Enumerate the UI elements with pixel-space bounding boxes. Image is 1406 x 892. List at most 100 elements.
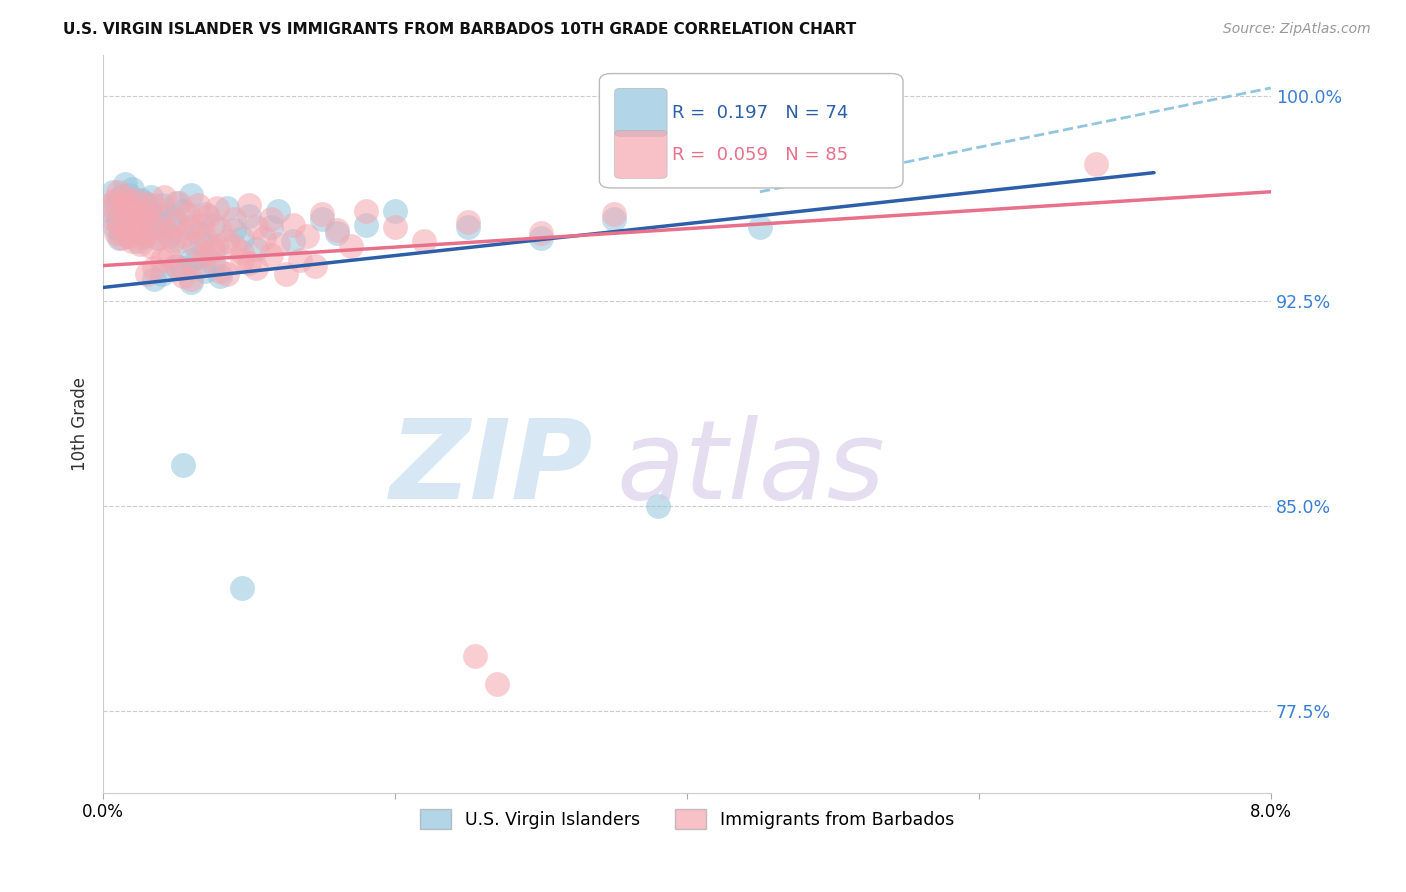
Text: Source: ZipAtlas.com: Source: ZipAtlas.com xyxy=(1223,22,1371,37)
Point xyxy=(180,275,202,289)
Point xyxy=(135,215,157,229)
Point xyxy=(143,261,166,276)
Text: U.S. VIRGIN ISLANDER VS IMMIGRANTS FROM BARBADOS 10TH GRADE CORRELATION CHART: U.S. VIRGIN ISLANDER VS IMMIGRANTS FROM … xyxy=(63,22,856,37)
Text: ZIP: ZIP xyxy=(389,415,593,522)
Point xyxy=(274,267,297,281)
Point xyxy=(145,220,167,235)
Point xyxy=(100,203,122,218)
Point xyxy=(150,267,173,281)
Point xyxy=(162,234,184,248)
Point xyxy=(117,228,139,243)
Point xyxy=(139,207,162,221)
Point xyxy=(118,187,141,202)
Point xyxy=(146,231,169,245)
Point xyxy=(127,203,149,218)
Point xyxy=(245,220,267,235)
Point xyxy=(132,228,155,243)
Point xyxy=(749,220,772,235)
Point xyxy=(253,231,276,245)
Point xyxy=(107,185,129,199)
Point xyxy=(157,228,180,243)
Point xyxy=(340,239,363,253)
Point xyxy=(260,247,283,261)
Point xyxy=(103,212,125,227)
Point xyxy=(165,195,187,210)
Point xyxy=(150,210,173,224)
Point xyxy=(281,234,304,248)
Point xyxy=(129,212,152,227)
Point xyxy=(180,253,202,268)
Point xyxy=(114,215,136,229)
Point xyxy=(201,242,224,256)
Point xyxy=(304,259,326,273)
Point xyxy=(224,223,246,237)
Point xyxy=(238,198,260,212)
Point xyxy=(325,223,347,237)
Point xyxy=(131,226,153,240)
Point xyxy=(127,234,149,248)
Text: atlas: atlas xyxy=(617,415,886,522)
Point xyxy=(187,259,209,273)
Point xyxy=(125,203,148,218)
Point xyxy=(238,256,260,270)
Point xyxy=(194,247,217,261)
Point xyxy=(124,198,146,212)
Point xyxy=(121,234,143,248)
Point xyxy=(208,264,231,278)
FancyBboxPatch shape xyxy=(614,130,666,178)
Point xyxy=(117,228,139,243)
Point xyxy=(464,649,486,664)
Point xyxy=(104,193,127,207)
Point xyxy=(134,195,156,210)
Point xyxy=(1084,157,1107,171)
Point xyxy=(135,267,157,281)
Point xyxy=(603,212,626,227)
Point xyxy=(115,223,138,237)
Point xyxy=(165,215,187,229)
Point xyxy=(108,231,131,245)
Point xyxy=(120,223,142,237)
Point xyxy=(217,267,239,281)
Point xyxy=(486,676,509,690)
Point xyxy=(205,201,228,215)
Point xyxy=(122,218,145,232)
Point xyxy=(121,182,143,196)
Point xyxy=(187,198,209,212)
Point xyxy=(238,210,260,224)
Text: R =  0.197   N = 74: R = 0.197 N = 74 xyxy=(672,103,848,121)
Point xyxy=(107,212,129,227)
Point xyxy=(231,253,253,268)
Point xyxy=(354,218,377,232)
Point xyxy=(162,212,184,227)
FancyBboxPatch shape xyxy=(614,88,666,136)
Point xyxy=(187,251,209,265)
Point xyxy=(231,244,253,259)
Point xyxy=(187,226,209,240)
Point xyxy=(194,207,217,221)
Point xyxy=(172,261,194,276)
Point xyxy=(111,195,134,210)
Point xyxy=(128,236,150,251)
Point xyxy=(603,207,626,221)
Point xyxy=(288,253,311,268)
Point xyxy=(131,195,153,210)
Point xyxy=(150,253,173,268)
Point xyxy=(177,207,200,221)
Point xyxy=(124,193,146,207)
Point xyxy=(172,269,194,284)
Point xyxy=(129,193,152,207)
Point xyxy=(201,218,224,232)
Legend: U.S. Virgin Islanders, Immigrants from Barbados: U.S. Virgin Islanders, Immigrants from B… xyxy=(413,802,962,836)
Point xyxy=(157,226,180,240)
Point xyxy=(217,234,239,248)
Point xyxy=(267,236,290,251)
Point xyxy=(231,581,253,595)
Point xyxy=(118,210,141,224)
Point xyxy=(208,269,231,284)
Point xyxy=(183,236,205,251)
Point xyxy=(110,226,132,240)
Point xyxy=(148,231,170,245)
Point xyxy=(114,177,136,191)
Y-axis label: 10th Grade: 10th Grade xyxy=(72,377,89,471)
Point xyxy=(143,272,166,286)
